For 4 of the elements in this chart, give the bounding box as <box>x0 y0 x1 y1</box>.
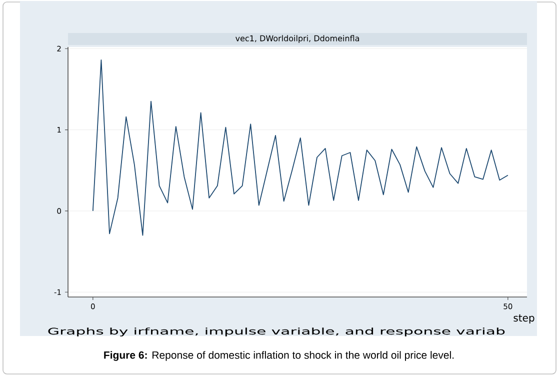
text: Figure 6: Reponse of domestic inflation to shock in the world oil price level. <box>104 351 454 361</box>
chart-title: vec1, DWorldoilpri, Ddomeinfla <box>236 35 359 43</box>
text: Graphs by irfname, impulse variable, and response variab <box>48 328 505 336</box>
x-axis-title: step <box>514 314 534 324</box>
